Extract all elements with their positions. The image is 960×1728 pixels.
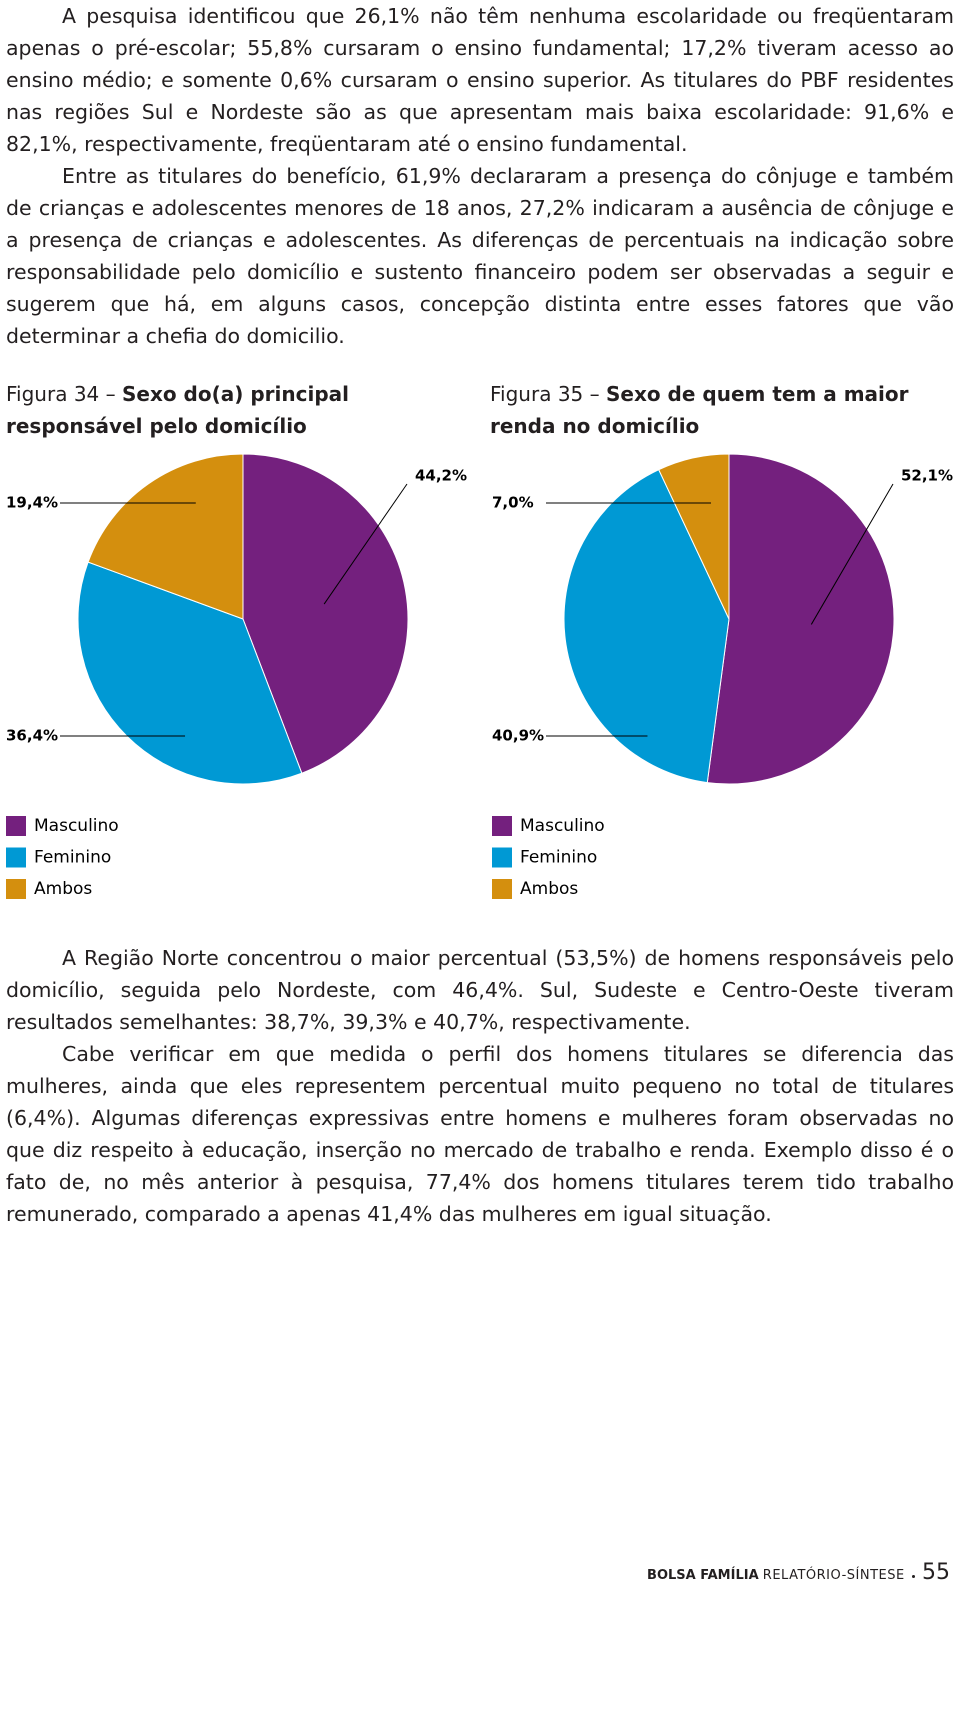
paragraph: Entre as titulares do benefício, 61,9% d… xyxy=(6,164,954,348)
legend-label: Masculino xyxy=(520,816,605,836)
legend-swatch xyxy=(6,879,26,899)
page-number: 55 xyxy=(922,1560,950,1585)
figure-caption: Figura 34 – Sexo do(a) principal respons… xyxy=(6,378,458,442)
figure-title: Sexo de quem tem a maior renda no domicí… xyxy=(490,382,909,438)
value-label: 19,4% xyxy=(6,494,58,512)
separator-dot xyxy=(911,1575,915,1578)
legend-swatch xyxy=(6,847,26,868)
legend-label: Ambos xyxy=(520,879,578,899)
text-after: A Região Norte concentrou o maior percen… xyxy=(6,942,954,1230)
publication-subtitle: RELATÓRIO-SÍNTESE xyxy=(762,1568,905,1583)
charts: 44,2% Masculino 36,4% Feminino 19,4% Ambos 52,… xyxy=(6,453,953,899)
value-label: 7,0% xyxy=(492,494,534,512)
legend-label: Ambos xyxy=(34,879,92,899)
leader-line xyxy=(323,483,408,605)
pie-slice xyxy=(658,453,730,620)
legend-label: Feminino xyxy=(520,848,597,868)
figure-caption: Figura 35 – Sexo de quem tem a maior ren… xyxy=(490,378,942,442)
leader-line xyxy=(810,483,894,625)
legend-swatch xyxy=(492,847,512,868)
pie-slice xyxy=(563,469,730,784)
pie-slice xyxy=(706,453,895,785)
figure-title: Sexo do(a) principal responsável pelo do… xyxy=(6,382,350,438)
paragraph: A pesquisa identificou que 26,1% não têm… xyxy=(6,4,954,156)
value-label: 44,2% xyxy=(415,467,467,485)
value-label: 52,1% xyxy=(901,467,953,485)
legend-swatch xyxy=(6,816,26,836)
pie-slice xyxy=(242,453,409,774)
figure-label: Figura 34 – xyxy=(6,382,116,406)
legend-label: Feminino xyxy=(34,848,111,868)
paragraph: Cabe verificar em que medida o perfil do… xyxy=(6,1042,954,1226)
legend-label: Masculino xyxy=(34,816,119,836)
legend-swatch xyxy=(492,816,512,836)
paragraph: A Região Norte concentrou o maior percen… xyxy=(6,946,954,1034)
pie-slice xyxy=(87,453,244,620)
figure-label: Figura 35 – xyxy=(490,382,600,406)
legend-swatch xyxy=(492,879,512,899)
text-before: A pesquisa identificou que 26,1% não têm… xyxy=(6,0,954,352)
publication: BOLSA FAMÍLIA xyxy=(647,1568,759,1583)
footer: BOLSA FAMÍLIA RELATÓRIO-SÍNTESE 55 xyxy=(647,1560,950,1585)
value-label: 40,9% xyxy=(492,727,544,745)
value-label: 36,4% xyxy=(6,727,58,745)
